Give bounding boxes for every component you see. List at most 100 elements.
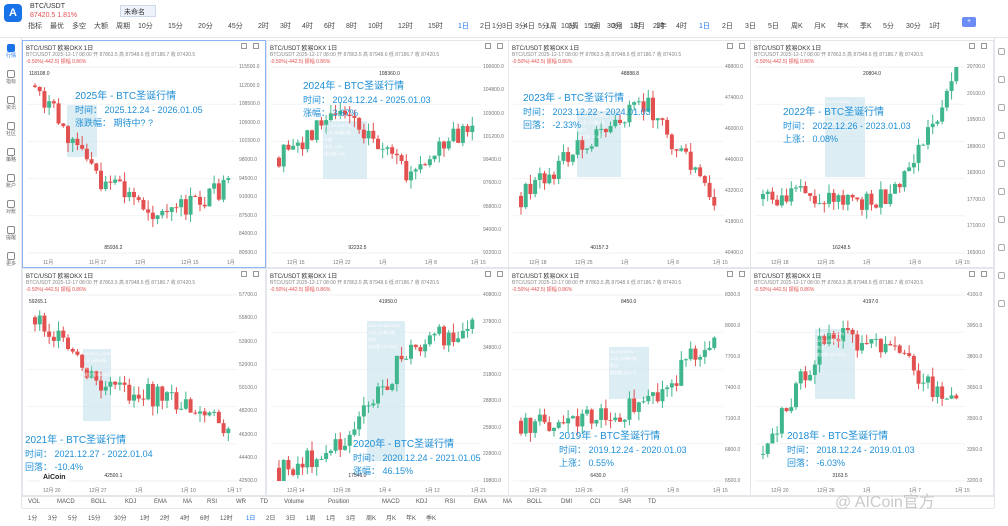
interval-item[interactable]: 5日	[768, 23, 779, 30]
toolbar-item[interactable]: 8时	[346, 23, 357, 30]
indicator-item[interactable]: MACD	[382, 499, 400, 505]
indicator-item[interactable]: VOL	[28, 499, 41, 505]
settings-icon[interactable]	[981, 43, 987, 49]
interval-item[interactable]: 年K	[837, 23, 849, 30]
toolbar-item[interactable]: 1月	[590, 23, 601, 30]
maximize-icon[interactable]	[241, 43, 247, 49]
nav-4[interactable]: 策略	[2, 148, 20, 163]
indicator-item[interactable]: DMI	[561, 499, 572, 505]
toolbar-item[interactable]: 4日	[524, 23, 535, 30]
nav-1[interactable]: 指标	[2, 70, 20, 85]
toolbar-item[interactable]: 10时	[368, 23, 383, 30]
chart-panel[interactable]: BTC/USDT 欧易OKX 1日 BTC/USDT 2025-12-17 08:…	[508, 40, 752, 268]
toolbar-item[interactable]: 15分	[168, 23, 183, 30]
maximize-icon[interactable]	[969, 271, 975, 277]
toolbar-item[interactable]: 3日	[502, 23, 513, 30]
tool-icon[interactable]	[998, 76, 1005, 83]
chart-panel[interactable]: BTC/USDT 欧易OKX 1日 BTC/USDT 2025-12-17 08:…	[266, 40, 510, 268]
indicator-item[interactable]: WR	[236, 499, 246, 505]
toolbar-item[interactable]: 指标	[28, 23, 42, 30]
settings-icon[interactable]	[981, 271, 987, 277]
nav-8[interactable]: 更多	[2, 252, 20, 267]
tool-icon[interactable]	[998, 272, 1005, 279]
timeframe-item[interactable]: 1时	[140, 516, 150, 522]
nav-3[interactable]: 社区	[2, 122, 20, 137]
interval-item[interactable]: 2日	[722, 23, 733, 30]
maximize-icon[interactable]	[241, 271, 247, 277]
chart-panel[interactable]: BTC/USDT 欧易OKX 1日 BTC/USDT 2025-12-17 08:…	[22, 40, 266, 268]
indicator-item[interactable]: TD	[648, 499, 656, 505]
indicator-item[interactable]: MA	[183, 499, 192, 505]
timeframe-item[interactable]: 30分	[114, 516, 127, 522]
settings-icon[interactable]	[497, 43, 503, 49]
nav-7[interactable]: 提醒	[2, 226, 20, 241]
candlestick-chart[interactable]	[509, 41, 752, 268]
timeframe-item[interactable]: 年K	[406, 516, 417, 522]
chart-panel[interactable]: BTC/USDT 欧易OKX 1日 BTC/USDT 2025-12-17 08:…	[750, 268, 994, 496]
interval-item[interactable]: 1时	[929, 23, 940, 30]
toolbar-item[interactable]: 20分	[198, 23, 213, 30]
interval-item[interactable]: 5分	[538, 23, 549, 30]
tool-icon[interactable]	[998, 188, 1005, 195]
indicator-item[interactable]: RSI	[207, 499, 218, 505]
toolbar-item[interactable]: 3月	[612, 23, 623, 30]
candlestick-chart[interactable]	[267, 269, 510, 496]
toolbar-item[interactable]: 12时	[398, 23, 413, 30]
timeframe-item[interactable]: 1分	[28, 516, 38, 522]
maximize-icon[interactable]	[485, 43, 491, 49]
timeframe-item[interactable]: 季K	[426, 516, 437, 522]
timeframe-item[interactable]: 2时	[160, 516, 170, 522]
timeframe-item[interactable]: 3分	[48, 516, 58, 522]
interval-item[interactable]: 1日	[699, 23, 710, 30]
nav-0[interactable]: 行情	[2, 44, 20, 59]
toolbar-item[interactable]: 2日	[480, 23, 491, 30]
nav-6[interactable]: 对账	[2, 200, 20, 215]
toolbar-item[interactable]: 周期	[116, 23, 130, 30]
timeframe-item[interactable]: 12时	[220, 516, 233, 522]
indicator-item[interactable]: CCI	[590, 499, 601, 505]
toolbar-item[interactable]: 10分	[138, 23, 153, 30]
maximize-icon[interactable]	[727, 43, 733, 49]
timeframe-item[interactable]: 3月	[346, 516, 356, 522]
interval-item[interactable]: 季K	[860, 23, 872, 30]
settings-icon[interactable]	[253, 43, 259, 49]
indicator-item[interactable]: Position	[328, 499, 350, 505]
indicator-item[interactable]: MA	[503, 499, 512, 505]
indicator-item[interactable]: BOLL	[527, 499, 543, 505]
timeframe-item[interactable]: 15分	[88, 516, 101, 522]
chart-panel[interactable]: BTC/USDT 欧易OKX 1日 BTC/USDT 2025-12-17 08:…	[508, 268, 752, 496]
indicator-item[interactable]: TD	[260, 499, 268, 505]
toolbar-item[interactable]: 最优	[50, 23, 64, 30]
settings-icon[interactable]	[739, 271, 745, 277]
indicator-item[interactable]: KDJ	[416, 499, 428, 505]
toolbar-item[interactable]: 1日	[458, 23, 469, 30]
tool-icon[interactable]	[998, 244, 1005, 251]
indicator-item[interactable]: EMA	[474, 499, 488, 505]
interval-item[interactable]: 30分	[906, 23, 921, 30]
toolbar-item[interactable]: 45分	[228, 23, 243, 30]
toolbar-item[interactable]: 15时	[428, 23, 443, 30]
interval-item[interactable]: 4时	[676, 23, 687, 30]
indicator-item[interactable]: Volume	[284, 499, 305, 505]
indicator-item[interactable]: EMA	[154, 499, 168, 505]
candlestick-chart[interactable]	[751, 41, 994, 268]
tool-icon[interactable]	[998, 160, 1005, 167]
timeframe-item[interactable]: 周K	[366, 516, 377, 522]
maximize-icon[interactable]	[969, 43, 975, 49]
interval-item[interactable]: 5分	[883, 23, 894, 30]
toolbar-item[interactable]: 6时	[324, 23, 335, 30]
tool-icon[interactable]	[998, 104, 1005, 111]
timeframe-item[interactable]: 6时	[200, 516, 210, 522]
toolbar-item[interactable]: 3时	[280, 23, 291, 30]
candlestick-chart[interactable]	[267, 41, 510, 268]
tool-icon[interactable]	[998, 216, 1005, 223]
interval-item[interactable]: 3日	[745, 23, 756, 30]
interval-item[interactable]: 1分	[492, 23, 503, 30]
indicator-item[interactable]: BOLL	[91, 499, 107, 505]
interval-item[interactable]: 15分	[584, 23, 599, 30]
timeframe-item[interactable]: 1周	[306, 516, 316, 522]
toolbar-item[interactable]: 1周	[546, 23, 557, 30]
timeframe-item[interactable]: 1月	[326, 516, 336, 522]
chart-panel[interactable]: BTC/USDT 欧易OKX 1日 BTC/USDT 2025-12-17 08:…	[266, 268, 510, 496]
indicator-item[interactable]: MACD	[57, 499, 75, 505]
